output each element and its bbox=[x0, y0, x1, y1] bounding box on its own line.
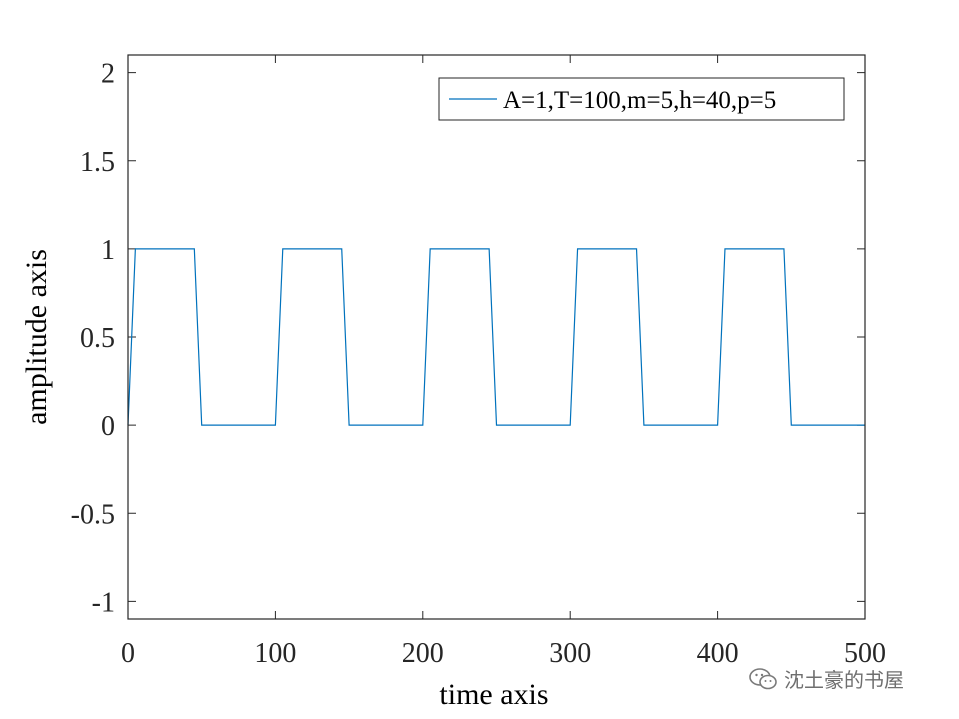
x-tick-label: 300 bbox=[549, 638, 591, 669]
y-tick-label: 1 bbox=[101, 235, 115, 266]
x-ticks: 0 100 200 300 400 500 bbox=[121, 55, 886, 669]
x-tick-label: 100 bbox=[254, 638, 296, 669]
wechat-icon bbox=[749, 667, 777, 689]
legend-box bbox=[438, 77, 845, 121]
x-tick-label: 200 bbox=[402, 638, 444, 669]
y-tick-label: -1 bbox=[92, 587, 115, 618]
series-line bbox=[127, 248, 865, 426]
x-tick-label: 500 bbox=[844, 638, 886, 669]
plot-area bbox=[128, 55, 865, 619]
legend-label: A=1,T=100,m=5,h=40,p=5 bbox=[503, 87, 776, 114]
watermark: 沈土豪的书屋 bbox=[748, 664, 904, 693]
y-tick-label: 1.5 bbox=[80, 147, 115, 178]
y-tick-label: -0.5 bbox=[71, 499, 115, 530]
y-tick-label: 0 bbox=[101, 411, 115, 442]
x-axis-title: time axis bbox=[439, 678, 548, 711]
axes-box bbox=[127, 54, 866, 620]
y-tick-label: 0.5 bbox=[80, 323, 115, 354]
series-layer bbox=[127, 248, 865, 426]
x-tick-label: 0 bbox=[121, 638, 135, 669]
legend: A=1,T=100,m=5,h=40,p=5 bbox=[438, 77, 845, 121]
x-tick-label: 400 bbox=[697, 638, 739, 669]
y-tick-label: 2 bbox=[101, 59, 115, 90]
watermark-text: 沈土豪的书屋 bbox=[784, 668, 904, 692]
y-ticks: -1 -0.5 0 0.5 1 1.5 2 bbox=[71, 59, 865, 618]
y-axis-title: amplitude axis bbox=[20, 249, 53, 425]
